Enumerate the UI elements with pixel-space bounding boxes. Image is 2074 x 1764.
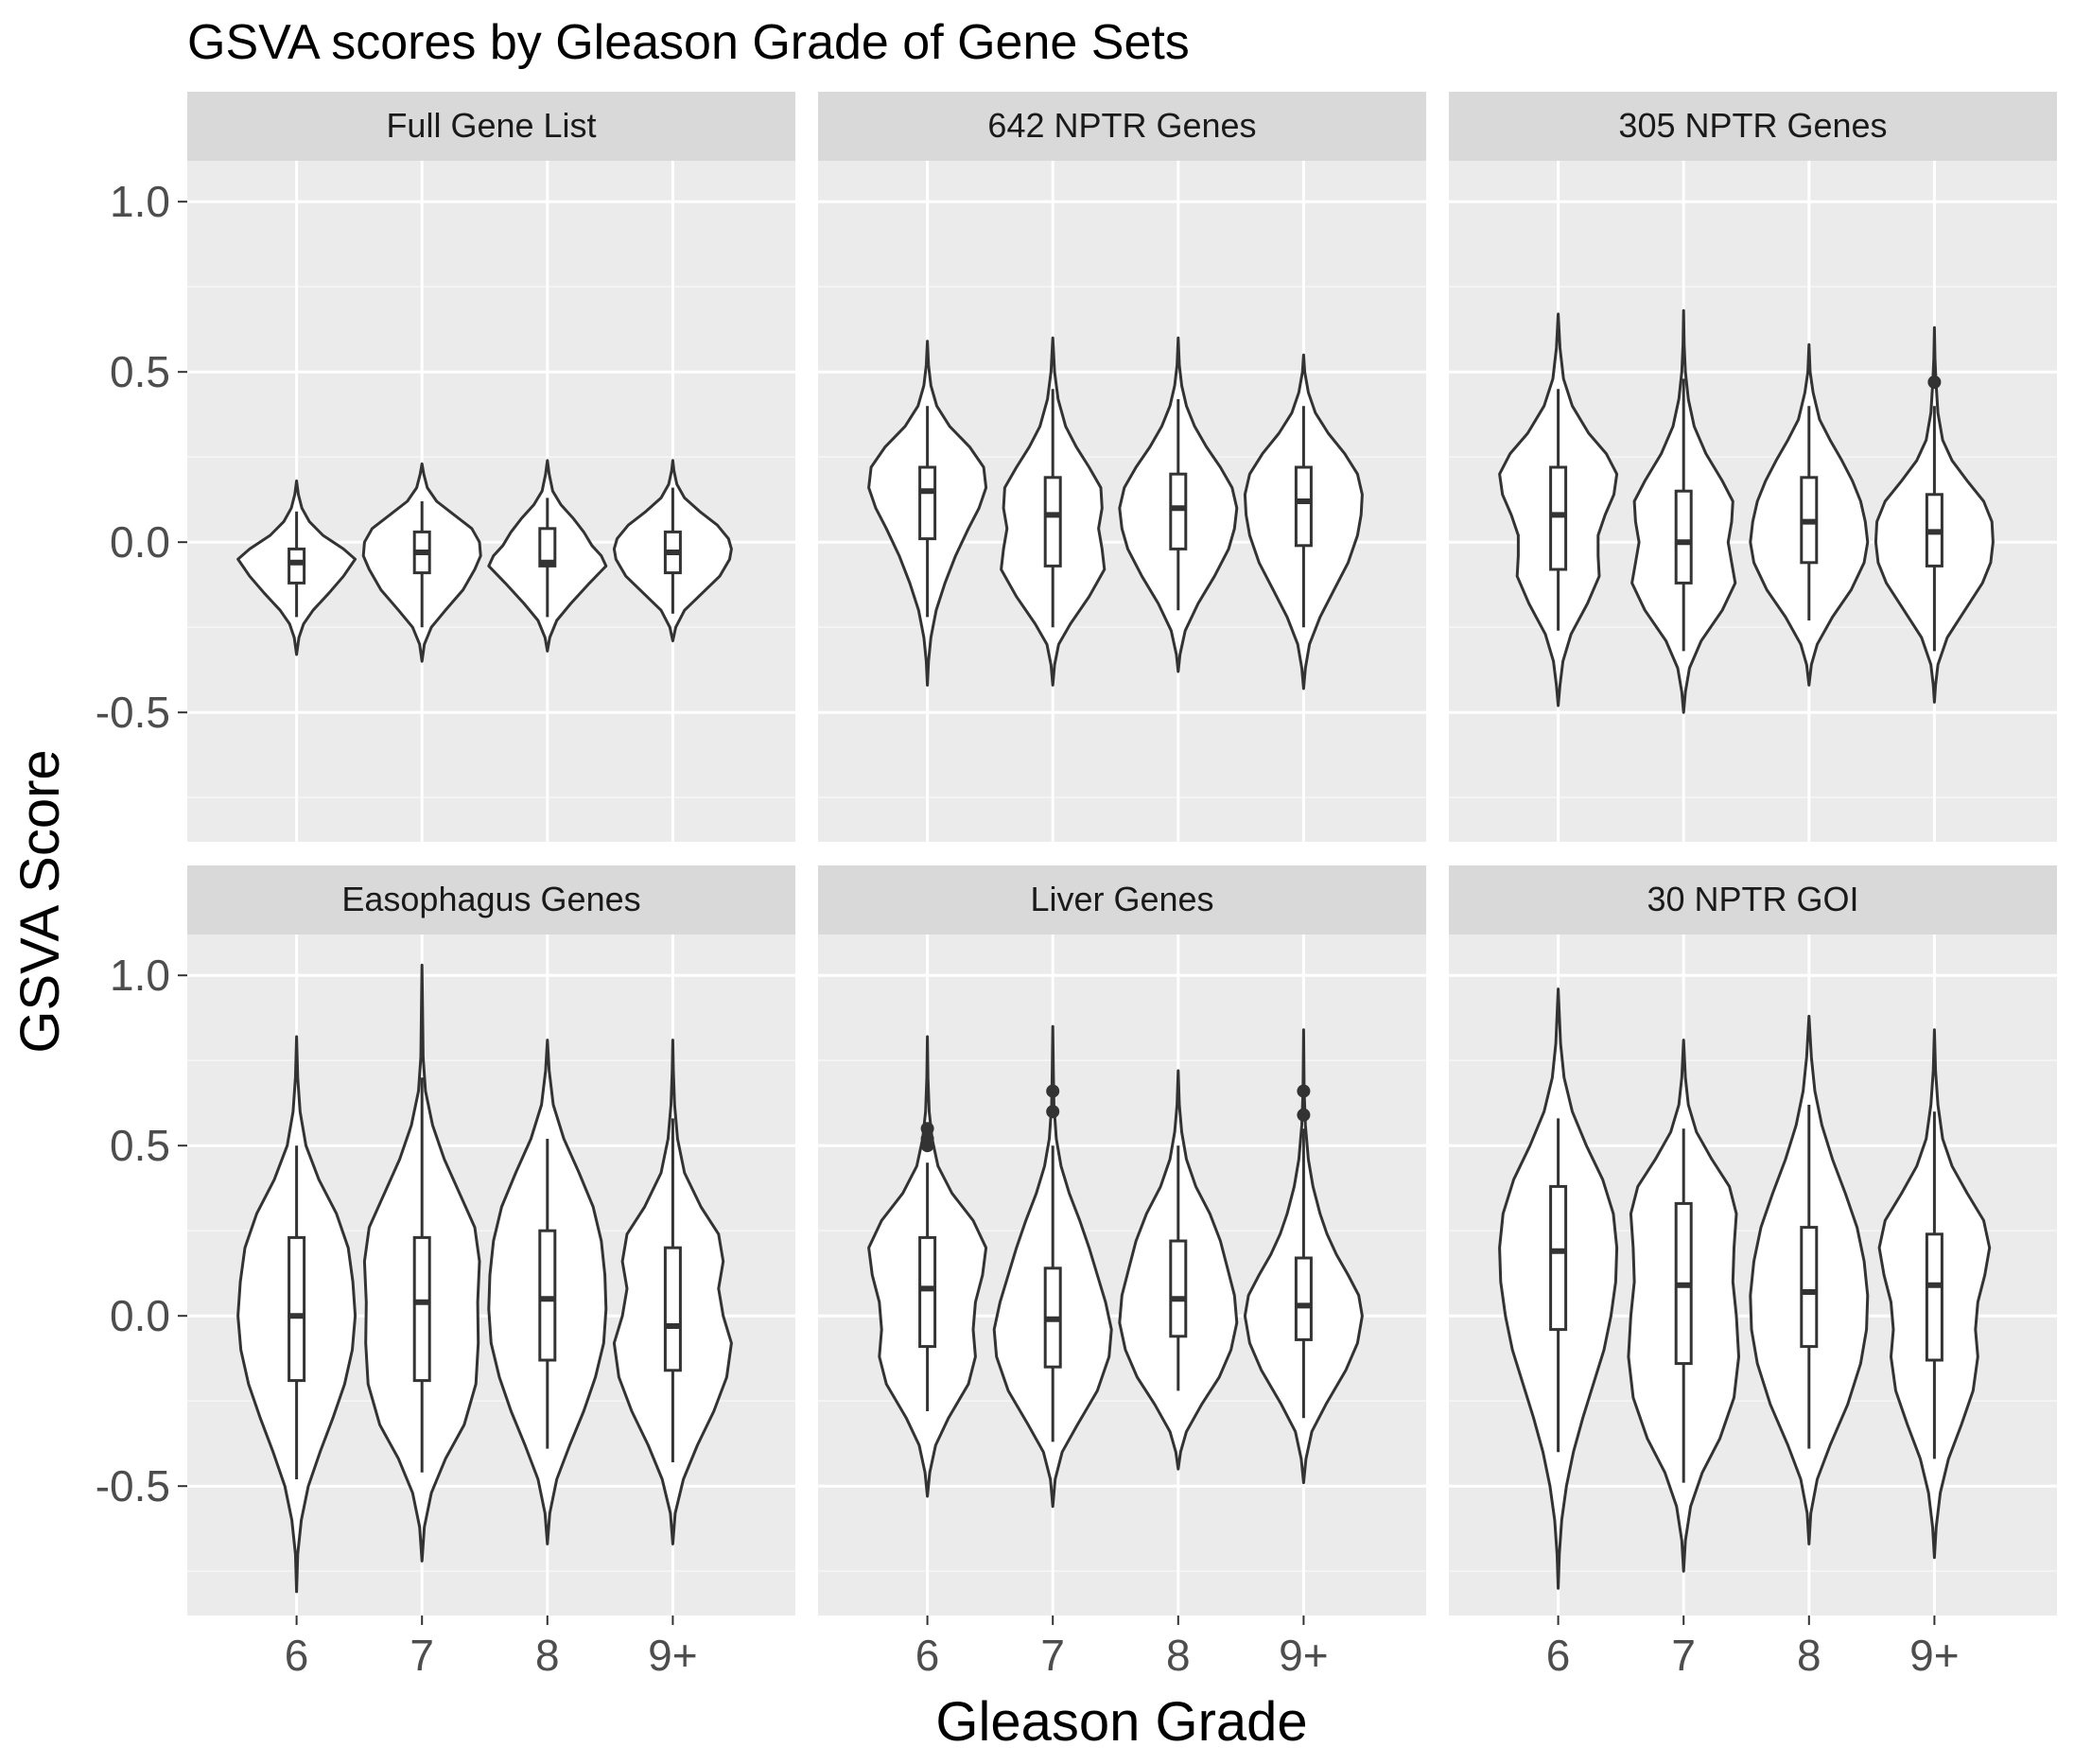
iqr-box xyxy=(538,527,557,568)
x-tick-label: 9+ xyxy=(1909,1631,1959,1680)
violin-group xyxy=(361,462,482,663)
facet-panel: 642 NPTR Genes xyxy=(818,92,1426,842)
iqr-box xyxy=(1925,1232,1943,1362)
violin-group xyxy=(362,963,481,1563)
violin-group xyxy=(487,1039,608,1546)
iqr-box xyxy=(288,547,306,585)
violin-group xyxy=(487,459,608,653)
violin-group xyxy=(1118,336,1239,673)
x-tick-label: 6 xyxy=(1546,1631,1571,1680)
y-tick-label: 1.0 xyxy=(110,951,170,1000)
outlier-point xyxy=(1297,1084,1311,1098)
y-tick-label: 0.0 xyxy=(110,1291,170,1340)
x-axis-title: Gleason Grade xyxy=(935,1691,1307,1753)
violin-group xyxy=(867,1035,988,1498)
chart-title: GSVA scores by Gleason Grade of Gene Set… xyxy=(187,15,1190,70)
iqr-box xyxy=(288,1235,306,1383)
violin-group xyxy=(1243,353,1364,690)
x-tick-label: 8 xyxy=(1166,1631,1191,1680)
iqr-box xyxy=(1294,1256,1313,1341)
x-tick-label: 7 xyxy=(410,1631,434,1680)
outlier-point xyxy=(1927,376,1942,389)
violin-group xyxy=(1630,308,1737,714)
violin-group xyxy=(1498,987,1619,1590)
facet-strip xyxy=(187,865,795,934)
facet-strip xyxy=(1449,865,2057,934)
x-tick-label: 7 xyxy=(1040,1631,1065,1680)
outlier-point xyxy=(920,1132,934,1145)
iqr-box xyxy=(1294,465,1313,548)
violin-group xyxy=(1877,1028,1992,1560)
violin-group xyxy=(236,479,357,656)
facet-strip-label: 30 NPTR GOI xyxy=(1647,880,1858,918)
x-tick-label: 8 xyxy=(535,1631,560,1680)
y-tick-label: 0.5 xyxy=(110,1121,170,1170)
violin-group xyxy=(1000,336,1107,687)
y-tick-label: 1.0 xyxy=(110,177,170,226)
outlier-point xyxy=(1046,1105,1060,1119)
y-tick-label: -0.5 xyxy=(96,688,170,737)
iqr-box xyxy=(1800,1226,1819,1349)
facet-strip-label: 642 NPTR Genes xyxy=(987,106,1256,145)
violin-group xyxy=(612,1039,733,1546)
facet-strip-label: 305 NPTR Genes xyxy=(1618,106,1887,145)
iqr-box xyxy=(918,465,937,541)
facet-panel: Easophagus Genes -0.5 0.0 0.5 1.0 6 7 8 9+ xyxy=(96,865,795,1680)
violin-group xyxy=(236,1035,357,1594)
facet-strip-label: Easophagus Genes xyxy=(341,880,640,918)
violin-group xyxy=(1749,1014,1870,1546)
violin-group xyxy=(612,459,733,643)
facet-panel: Full Gene List -0.5 0.0 0.5 1.0 xyxy=(96,92,795,842)
facet-panel: 305 NPTR Genes xyxy=(1449,92,2057,842)
panel-background xyxy=(187,161,795,842)
iqr-box xyxy=(1549,1184,1568,1332)
violin-group xyxy=(867,340,988,687)
outlier-point xyxy=(1297,1108,1311,1122)
x-tick-label: 9+ xyxy=(648,1631,697,1680)
y-tick-label: 0.5 xyxy=(110,347,170,396)
violin-group xyxy=(1749,342,1870,687)
x-tick-label: 9+ xyxy=(1279,1631,1328,1680)
x-tick-label: 7 xyxy=(1671,1631,1696,1680)
outlier-point xyxy=(1046,1084,1060,1098)
iqr-box xyxy=(1043,476,1062,568)
facet-strip xyxy=(818,92,1426,161)
violin-group xyxy=(1874,325,1995,704)
facet-strip xyxy=(1449,92,2057,161)
x-tick-label: 8 xyxy=(1797,1631,1821,1680)
facet-strip-label: Full Gene List xyxy=(386,106,596,145)
iqr-box xyxy=(1169,472,1188,550)
facet-panel: Liver Genes 6 7 8 9+ xyxy=(818,865,1426,1680)
facet-strip xyxy=(818,865,1426,934)
facet-panels: Full Gene List -0.5 0.0 0.5 1.0 642 NPTR Gene… xyxy=(96,92,2057,1680)
y-tick-label: -0.5 xyxy=(96,1461,170,1511)
iqr-box xyxy=(1549,465,1568,571)
violin-group xyxy=(1243,1028,1364,1485)
outlier-point xyxy=(920,1122,934,1136)
y-tick-label: 0.0 xyxy=(110,517,170,567)
iqr-box xyxy=(663,1246,682,1372)
x-tick-label: 6 xyxy=(285,1631,309,1680)
y-axis-title: GSVA Score xyxy=(9,749,71,1053)
iqr-box xyxy=(538,1229,557,1362)
x-tick-label: 6 xyxy=(915,1631,940,1680)
iqr-box xyxy=(1169,1239,1188,1338)
violin-group xyxy=(1498,312,1619,707)
facet-strip-label: Liver Genes xyxy=(1030,880,1213,918)
facet-strip xyxy=(187,92,795,161)
violin-group xyxy=(1627,1039,1740,1573)
violin-group xyxy=(992,1024,1113,1509)
iqr-box xyxy=(412,1235,431,1383)
iqr-box xyxy=(1674,489,1693,585)
violin-group xyxy=(1118,1069,1239,1471)
iqr-box xyxy=(918,1235,937,1349)
facet-panel: 30 NPTR GOI 6 7 8 9+ xyxy=(1449,865,2057,1680)
